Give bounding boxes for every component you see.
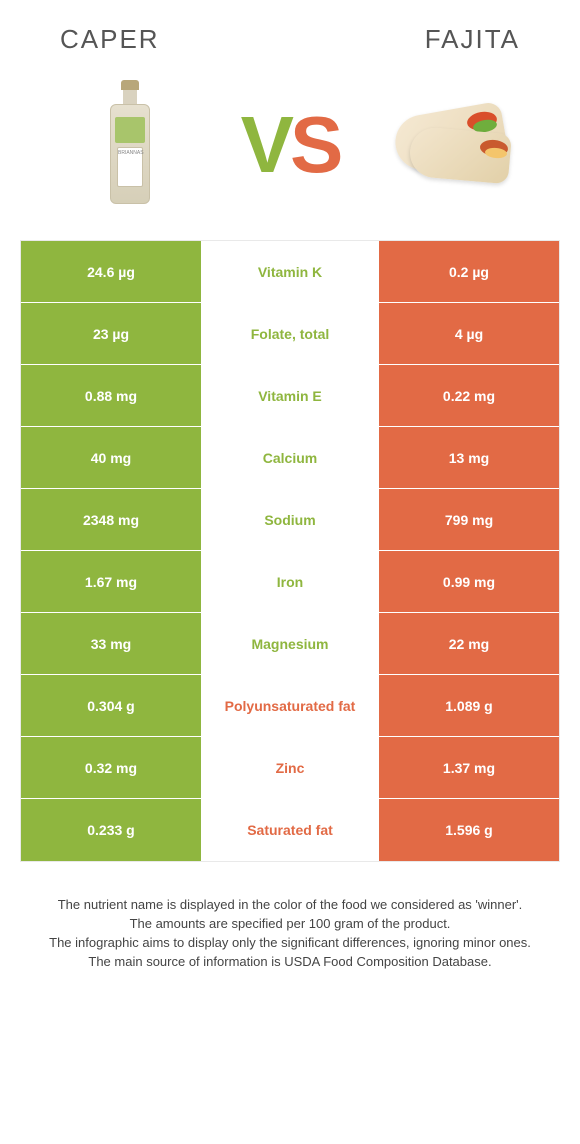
left-value-cell: 40 mg <box>21 427 201 488</box>
footer-notes: The nutrient name is displayed in the co… <box>0 862 580 971</box>
right-value-cell: 22 mg <box>379 613 559 674</box>
table-row: 40 mgCalcium13 mg <box>21 427 559 489</box>
footer-line-1: The nutrient name is displayed in the co… <box>30 896 550 915</box>
left-value-cell: 2348 mg <box>21 489 201 550</box>
left-value-cell: 0.32 mg <box>21 737 201 798</box>
table-row: 0.233 gSaturated fat1.596 g <box>21 799 559 861</box>
title-row: Caper Fajita <box>0 0 580 65</box>
nutrient-label-cell: Folate, total <box>201 303 379 364</box>
right-value-cell: 13 mg <box>379 427 559 488</box>
right-value-cell: 0.22 mg <box>379 365 559 426</box>
bottle-icon: BRIANNAS <box>109 80 151 210</box>
footer-line-2: The amounts are specified per 100 gram o… <box>30 915 550 934</box>
left-food-image: BRIANNAS <box>60 75 200 215</box>
right-value-cell: 0.2 µg <box>379 241 559 302</box>
table-row: 0.304 gPolyunsaturated fat1.089 g <box>21 675 559 737</box>
table-row: 24.6 µgVitamin K0.2 µg <box>21 241 559 303</box>
left-value-cell: 33 mg <box>21 613 201 674</box>
left-food-title: Caper <box>60 24 160 55</box>
vs-s-letter: S <box>290 100 339 189</box>
left-value-cell: 1.67 mg <box>21 551 201 612</box>
footer-line-4: The main source of information is USDA F… <box>30 953 550 972</box>
right-value-cell: 1.596 g <box>379 799 559 861</box>
footer-line-3: The infographic aims to display only the… <box>30 934 550 953</box>
nutrient-label-cell: Vitamin E <box>201 365 379 426</box>
table-row: 33 mgMagnesium22 mg <box>21 613 559 675</box>
left-value-cell: 24.6 µg <box>21 241 201 302</box>
nutrient-label-cell: Zinc <box>201 737 379 798</box>
nutrient-label-cell: Sodium <box>201 489 379 550</box>
vs-label: VS <box>241 99 340 191</box>
nutrient-label-cell: Polyunsaturated fat <box>201 675 379 736</box>
right-value-cell: 1.089 g <box>379 675 559 736</box>
nutrient-label-cell: Calcium <box>201 427 379 488</box>
vs-v-letter: V <box>241 100 290 189</box>
right-food-image <box>380 75 520 215</box>
nutrient-label-cell: Vitamin K <box>201 241 379 302</box>
table-row: 1.67 mgIron0.99 mg <box>21 551 559 613</box>
hero-row: BRIANNAS VS <box>0 65 580 235</box>
right-value-cell: 0.99 mg <box>379 551 559 612</box>
left-value-cell: 0.304 g <box>21 675 201 736</box>
nutrient-comparison-table: 24.6 µgVitamin K0.2 µg23 µgFolate, total… <box>20 240 560 862</box>
table-row: 23 µgFolate, total4 µg <box>21 303 559 365</box>
right-food-title: Fajita <box>425 24 520 55</box>
table-row: 0.32 mgZinc1.37 mg <box>21 737 559 799</box>
right-value-cell: 1.37 mg <box>379 737 559 798</box>
table-row: 2348 mgSodium799 mg <box>21 489 559 551</box>
right-value-cell: 799 mg <box>379 489 559 550</box>
nutrient-label-cell: Magnesium <box>201 613 379 674</box>
nutrient-label-cell: Saturated fat <box>201 799 379 861</box>
nutrient-label-cell: Iron <box>201 551 379 612</box>
right-value-cell: 4 µg <box>379 303 559 364</box>
left-value-cell: 0.233 g <box>21 799 201 861</box>
fajita-icon <box>385 100 515 190</box>
table-row: 0.88 mgVitamin E0.22 mg <box>21 365 559 427</box>
left-value-cell: 23 µg <box>21 303 201 364</box>
left-value-cell: 0.88 mg <box>21 365 201 426</box>
